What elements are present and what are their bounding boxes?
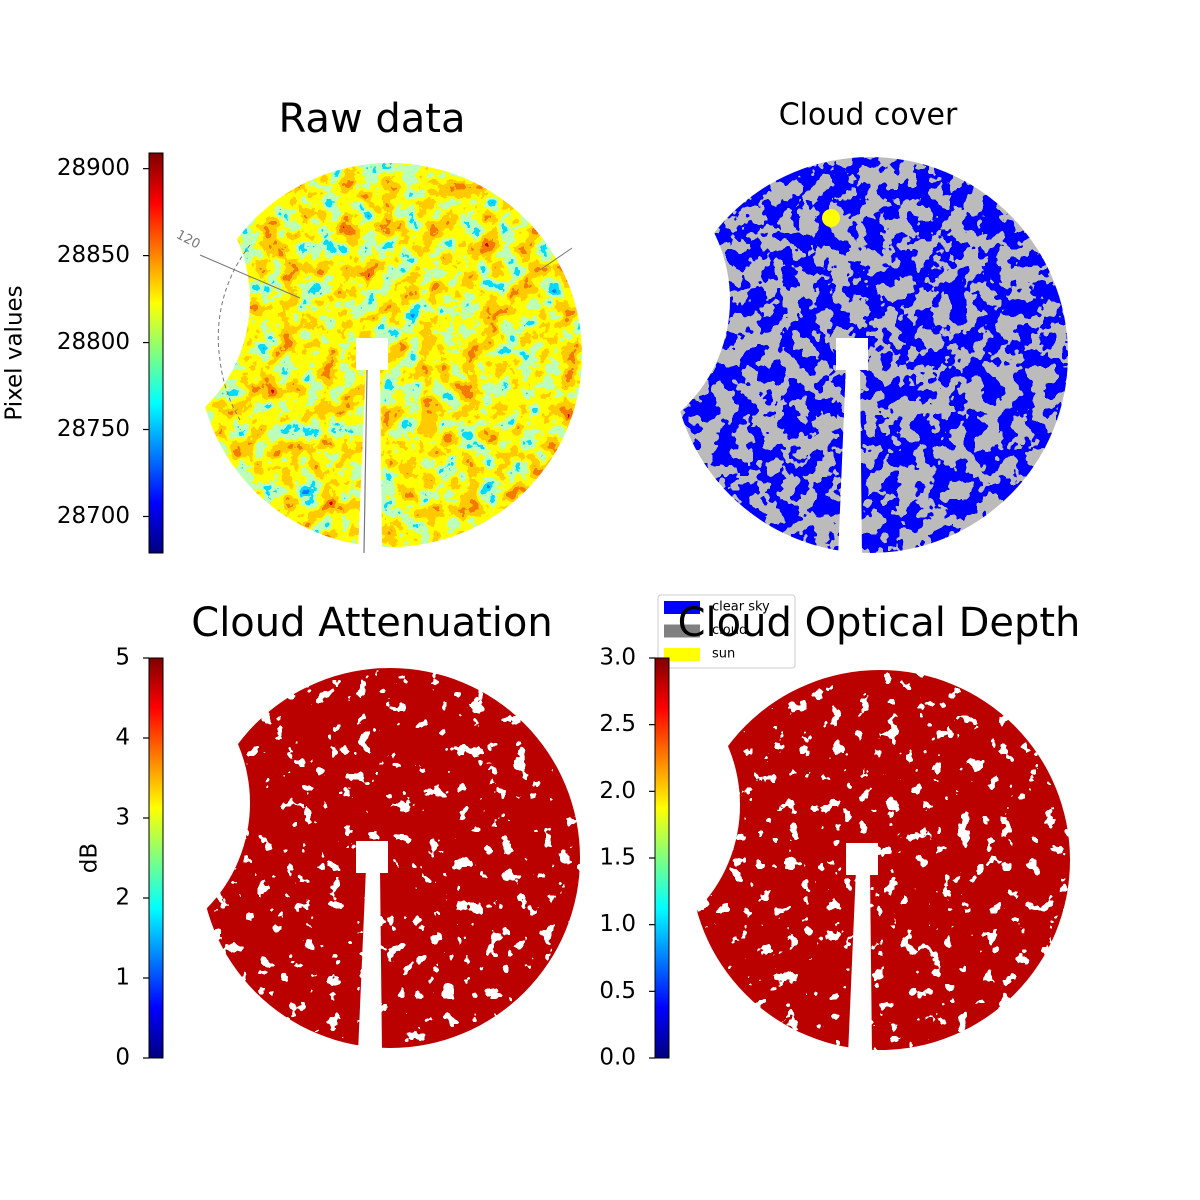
colorbar-tick-label: 28900 [57, 155, 130, 181]
colorbar-tick-label: 1 [115, 965, 130, 991]
legend-swatch [664, 601, 700, 614]
colorbar [148, 657, 164, 1059]
sun-marker [822, 209, 840, 227]
legend-swatch [664, 624, 700, 638]
colorbar-tick-label: 3.0 [599, 645, 636, 671]
panel-title: Cloud Attenuation [191, 600, 552, 646]
grid-spoke [539, 247, 573, 271]
panel-title: Raw data [279, 96, 466, 142]
colorbar-tick-label: 4 [115, 725, 130, 751]
colorbar-tick-label: 28850 [57, 242, 130, 268]
colorbar-tick-label: 1.5 [599, 845, 636, 871]
grid-ring [217, 244, 251, 421]
colorbar-tick-label: 5 [115, 645, 130, 671]
legend-label: cloud [712, 623, 747, 638]
grid-spoke [199, 254, 301, 299]
colorbar-tick-label: 0.5 [599, 978, 636, 1004]
colorbar-tick-label: 2 [115, 885, 130, 911]
grid-spoke [363, 369, 368, 554]
colorbar-tick-label: 2.5 [599, 711, 636, 737]
colorbar-tick-label: 2.0 [599, 778, 636, 804]
legend-label: sun [712, 647, 735, 662]
colorbar-tick-label: 1.0 [599, 911, 636, 937]
colorbar-tick-label: 28750 [57, 416, 130, 442]
colorbar-tick-label: 0 [115, 1045, 130, 1071]
legend-label: clear sky [712, 600, 770, 615]
colorbar [654, 657, 670, 1059]
colorbar-tick-label: 28700 [57, 503, 130, 529]
colorbar-tick-label: 3 [115, 805, 130, 831]
colorbar-tick-label: 28800 [57, 329, 130, 355]
sky-image [200, 668, 580, 1048]
sky-image [690, 670, 1070, 1050]
panel-title: Cloud cover [779, 98, 958, 133]
colorbar-label: Pixel values [2, 285, 28, 420]
colorbar-label: dB [77, 843, 103, 873]
sky-image [672, 157, 1068, 553]
sky-image [198, 163, 582, 547]
panel-title: Cloud Optical Depth [678, 600, 1081, 646]
legend-swatch [664, 648, 700, 661]
colorbar [148, 152, 164, 554]
colorbar-tick-label: 0.0 [599, 1045, 636, 1071]
